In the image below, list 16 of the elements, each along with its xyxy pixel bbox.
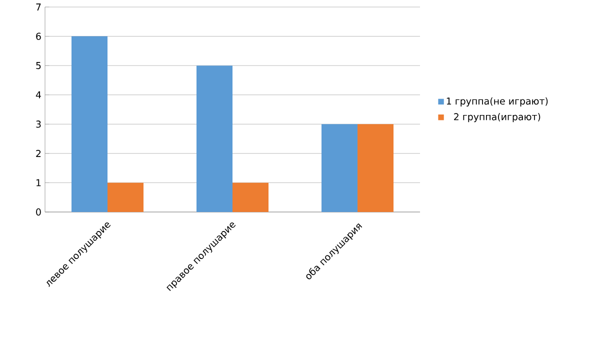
legend-label: 1 группа(не играют): [446, 97, 548, 106]
y-tick-label: 1: [36, 179, 41, 186]
y-tick-label: 4: [36, 91, 41, 98]
bar: [108, 182, 144, 212]
bar: [196, 66, 233, 212]
bar: [232, 182, 269, 212]
y-tick-label: 3: [36, 120, 41, 128]
bar: [358, 124, 394, 212]
y-tick-label: 7: [36, 4, 41, 10]
legend-label: 2 группа(играют): [454, 112, 540, 122]
y-tick-label: 2: [36, 150, 41, 157]
bar: [72, 36, 108, 212]
y-tick-label: 0: [36, 208, 41, 216]
y-tick-label: 5: [36, 62, 41, 70]
y-tick-label: 6: [36, 32, 41, 40]
bar: [322, 124, 358, 212]
